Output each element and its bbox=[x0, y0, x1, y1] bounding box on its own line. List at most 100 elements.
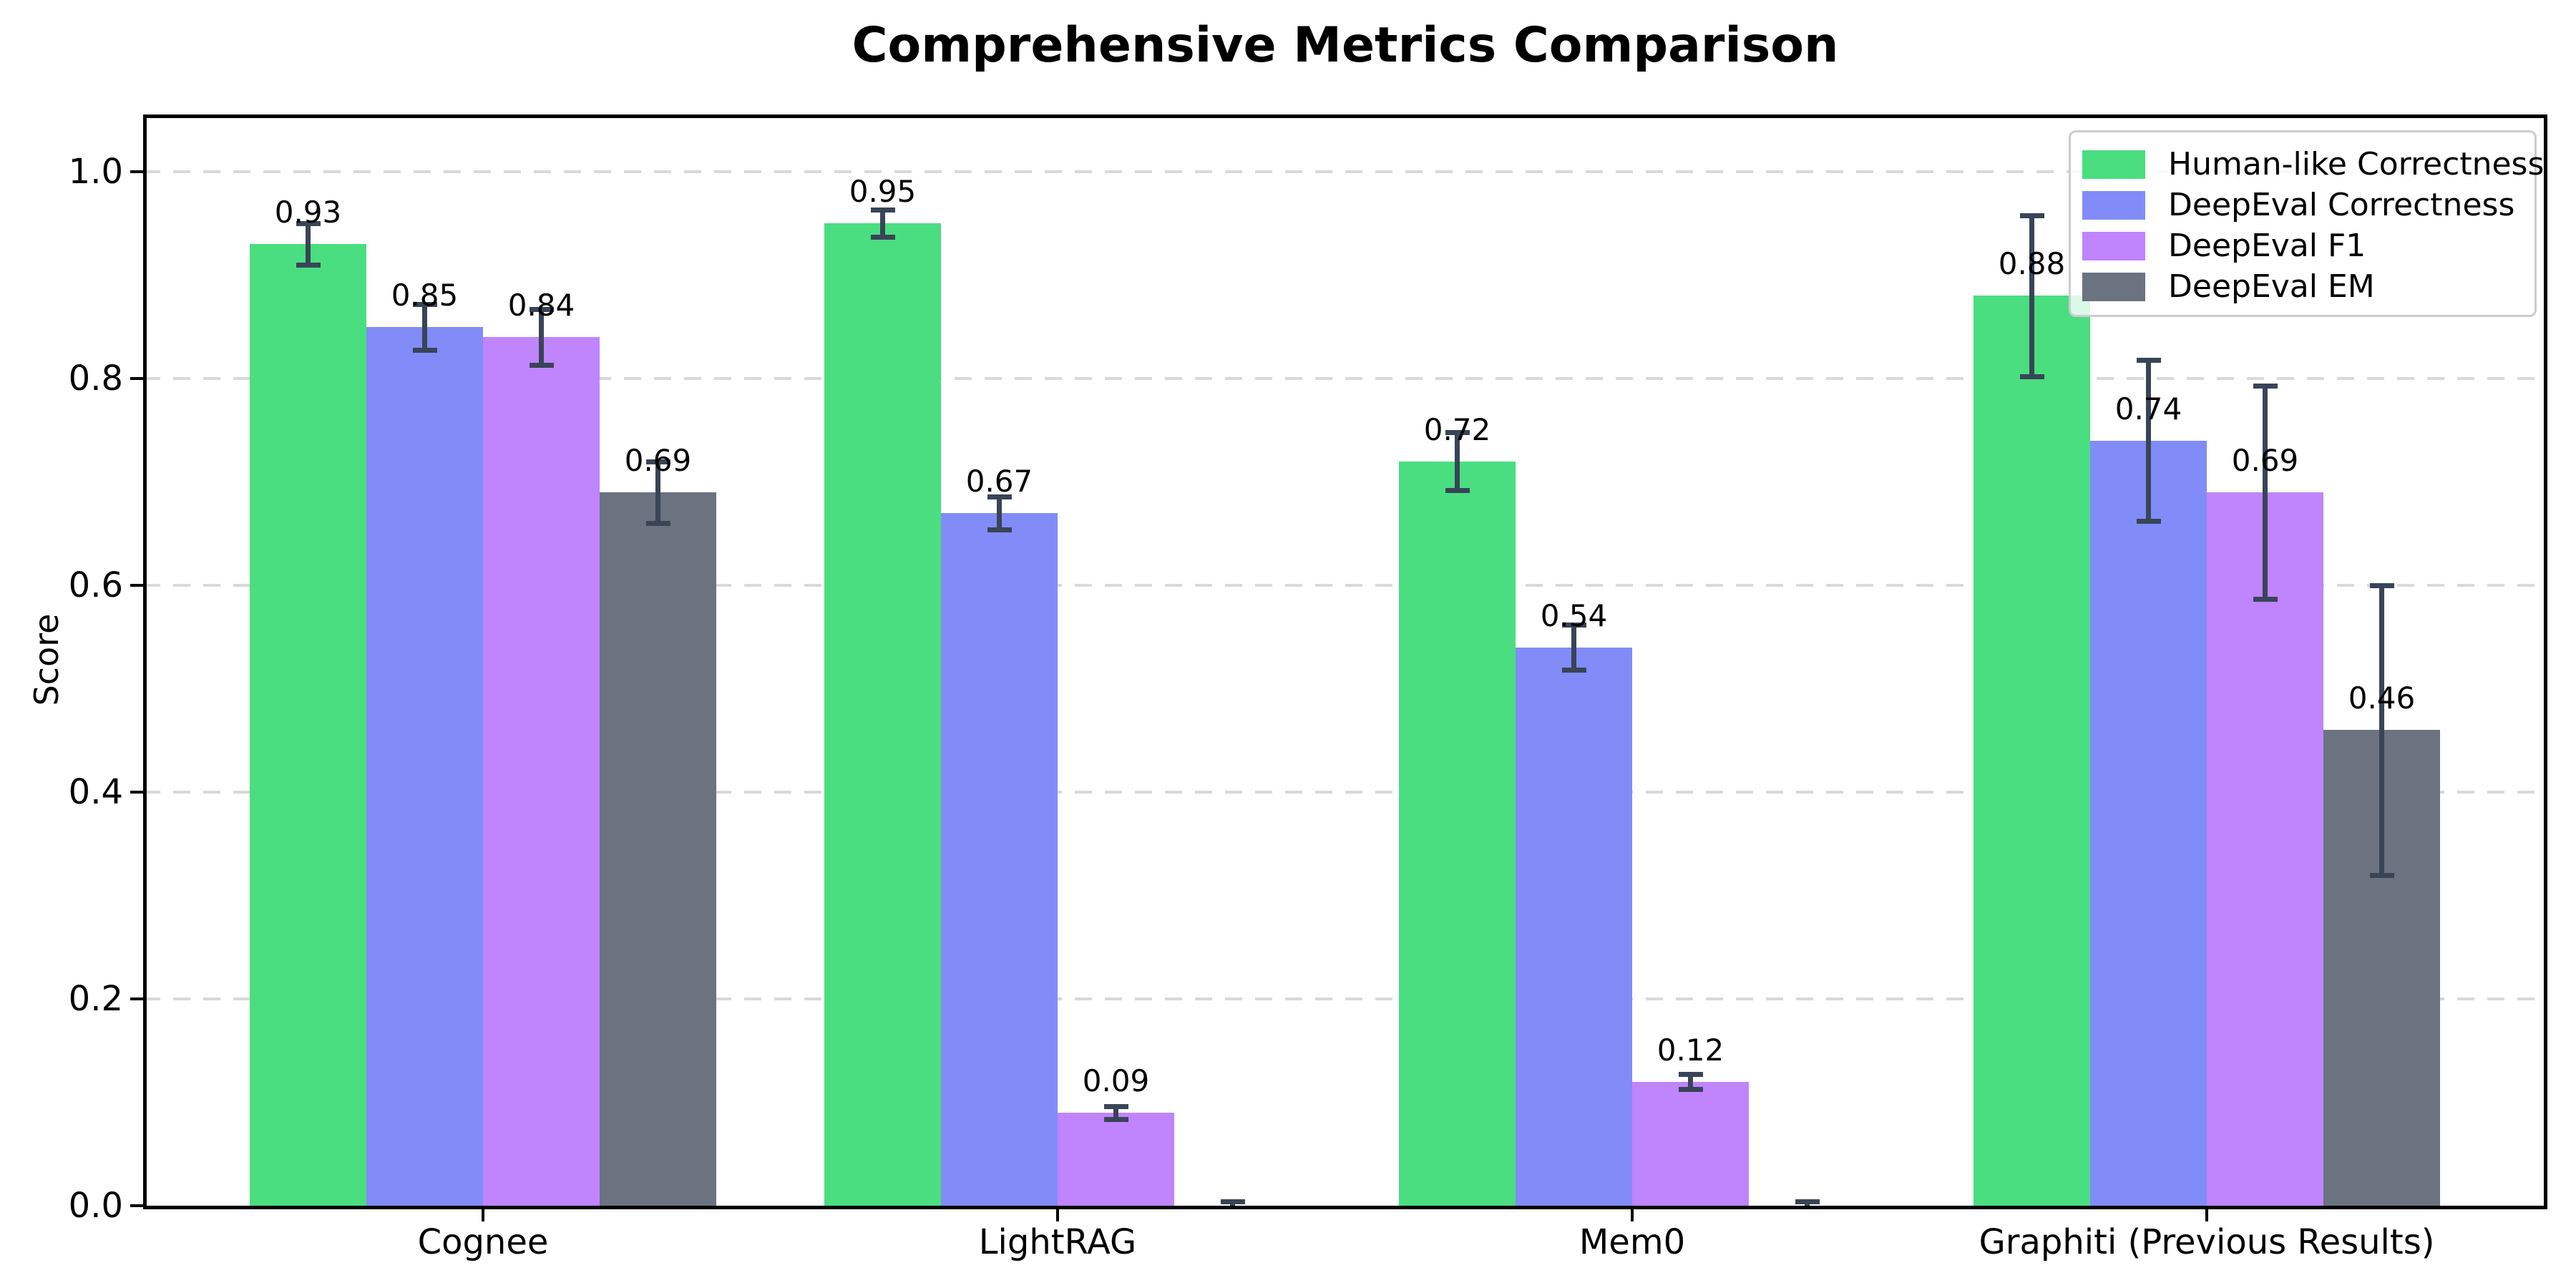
error-bar-cap-top bbox=[1561, 622, 1586, 628]
bar bbox=[1516, 648, 1632, 1206]
error-bar-line bbox=[1455, 432, 1460, 491]
error-bar-cap-bottom bbox=[1103, 1116, 1128, 1122]
error-bar-line bbox=[306, 223, 311, 265]
bar bbox=[600, 492, 716, 1206]
legend-swatch bbox=[2082, 272, 2145, 301]
bar-value-label: 0.54 bbox=[1540, 597, 1608, 633]
y-tick-label: 0.4 bbox=[68, 772, 123, 812]
error-bar-cap-bottom bbox=[2253, 596, 2278, 602]
gridline bbox=[143, 997, 2547, 1000]
error-bar-line bbox=[2263, 386, 2268, 599]
bar-value-label: 0.95 bbox=[849, 174, 917, 210]
legend-item: DeepEval F1 bbox=[2082, 225, 2522, 266]
legend: Human-like Correctness DeepEval Correctne… bbox=[2069, 130, 2544, 317]
error-bar-line bbox=[2379, 585, 2384, 875]
error-bar-line bbox=[655, 461, 660, 524]
bar bbox=[2090, 441, 2207, 1206]
bar-value-label: 0.67 bbox=[965, 463, 1033, 499]
error-bar-cap-bottom bbox=[1445, 488, 1470, 494]
legend-label: DeepEval Correctness bbox=[2168, 187, 2515, 223]
bar-value-label: 0.12 bbox=[1657, 1032, 1724, 1068]
error-bar-cap-top bbox=[2019, 213, 2044, 218]
error-bar-cap-bottom bbox=[870, 235, 895, 240]
bar bbox=[1058, 1113, 1174, 1206]
gridline bbox=[143, 377, 2547, 380]
bar bbox=[1632, 1082, 1749, 1206]
bar-value-label: 0.85 bbox=[391, 277, 459, 313]
bar bbox=[1974, 296, 2090, 1206]
legend-label: DeepEval EM bbox=[2168, 268, 2375, 305]
error-bar-line bbox=[1688, 1074, 1693, 1089]
y-tick-label: 1.0 bbox=[68, 152, 123, 192]
error-bar-cap-top bbox=[296, 221, 321, 227]
legend-item: DeepEval Correctness bbox=[2082, 185, 2522, 225]
bar bbox=[2207, 492, 2323, 1206]
error-bar-cap-top bbox=[2369, 583, 2394, 588]
y-tick-mark bbox=[130, 170, 143, 173]
error-bar-cap-top bbox=[645, 459, 670, 464]
x-tick-mark bbox=[482, 1206, 484, 1221]
error-bar-cap-top bbox=[987, 494, 1012, 499]
bar bbox=[483, 337, 600, 1206]
bar bbox=[1399, 462, 1516, 1206]
error-bar-line bbox=[997, 496, 1002, 530]
legend-item: DeepEval EM bbox=[2082, 266, 2522, 307]
error-bar-line bbox=[422, 303, 427, 350]
bar-value-label: 0.46 bbox=[2348, 680, 2416, 716]
error-bar-cap-top bbox=[1795, 1199, 1820, 1205]
error-bar-cap-bottom bbox=[1678, 1086, 1703, 1092]
gridline bbox=[143, 791, 2547, 794]
legend-label: DeepEval F1 bbox=[2168, 228, 2366, 264]
bar bbox=[941, 513, 1058, 1206]
error-bar-cap-bottom bbox=[1561, 668, 1586, 673]
error-bar-cap-bottom bbox=[2019, 374, 2044, 380]
bar-value-label: 0.88 bbox=[1998, 246, 2066, 282]
error-bar-cap-bottom bbox=[987, 527, 1012, 532]
bar-value-label: 0.72 bbox=[1423, 411, 1491, 447]
gridline bbox=[143, 584, 2547, 587]
error-bar-cap-bottom bbox=[2369, 872, 2394, 878]
y-tick-mark bbox=[130, 584, 143, 587]
chart-title: Comprehensive Metrics Comparison bbox=[852, 17, 1839, 74]
y-tick-label: 0.0 bbox=[68, 1186, 123, 1226]
legend-item: Human-like Correctness bbox=[2082, 144, 2544, 185]
x-tick-mark bbox=[2205, 1206, 2208, 1221]
error-bar-line bbox=[539, 309, 544, 366]
error-bar-cap-top bbox=[529, 307, 554, 313]
error-bar-cap-top bbox=[1445, 430, 1470, 436]
error-bar-cap-top bbox=[412, 301, 437, 307]
bar-value-label: 0.69 bbox=[624, 442, 692, 478]
error-bar-cap-top bbox=[1103, 1104, 1128, 1110]
y-tick-mark bbox=[130, 997, 143, 1000]
y-tick-label: 0.2 bbox=[68, 979, 123, 1019]
x-tick-mark bbox=[1056, 1206, 1059, 1221]
y-tick-label: 0.6 bbox=[68, 565, 123, 605]
error-bar-line bbox=[2146, 359, 2151, 522]
error-bar-cap-bottom bbox=[529, 363, 554, 369]
bar-value-label: 0.09 bbox=[1082, 1063, 1150, 1098]
y-axis-label: Score bbox=[27, 613, 66, 706]
error-bar-line bbox=[1113, 1106, 1118, 1119]
gridline bbox=[143, 170, 2547, 173]
legend-swatch bbox=[2082, 190, 2145, 220]
error-bar-cap-bottom bbox=[296, 263, 321, 268]
bar-value-label: 0.69 bbox=[2231, 442, 2299, 478]
x-tick-label: Mem0 bbox=[1579, 1222, 1686, 1262]
error-bar-cap-bottom bbox=[412, 347, 437, 353]
bar bbox=[366, 327, 483, 1206]
error-bar-cap-top bbox=[2253, 384, 2278, 389]
bar-value-label: 0.84 bbox=[507, 288, 575, 323]
error-bar-cap-bottom bbox=[2136, 519, 2161, 525]
error-bar-line bbox=[1571, 624, 1576, 670]
y-tick-mark bbox=[130, 377, 143, 380]
bar bbox=[824, 223, 941, 1206]
x-tick-label: Graphiti (Previous Results) bbox=[1979, 1222, 2435, 1262]
legend-swatch bbox=[2082, 231, 2145, 260]
error-bar-cap-top bbox=[870, 208, 895, 213]
error-bar-line bbox=[880, 210, 885, 238]
bar bbox=[250, 244, 366, 1206]
legend-swatch bbox=[2082, 150, 2145, 179]
error-bar-line bbox=[2029, 215, 2034, 377]
error-bar-cap-top bbox=[2136, 357, 2161, 363]
